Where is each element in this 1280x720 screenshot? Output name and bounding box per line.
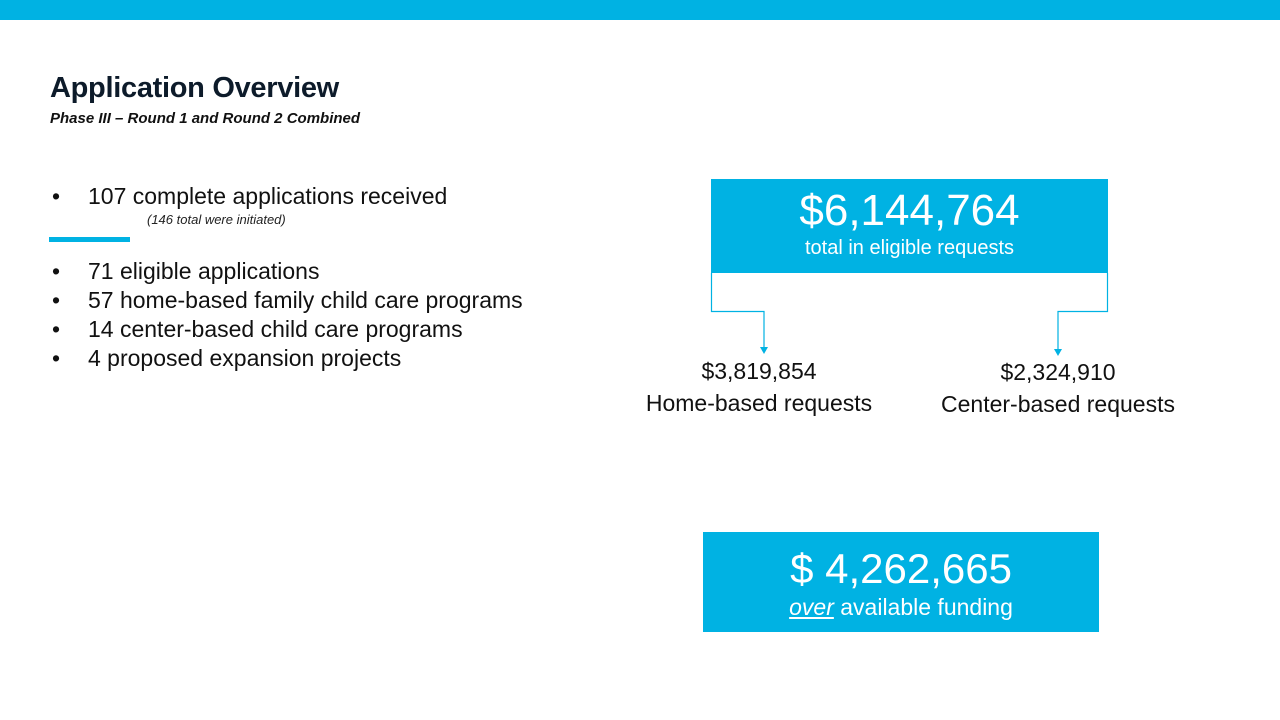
- over-amount: $ 4,262,665: [790, 545, 1012, 592]
- center-label: Center-based requests: [941, 391, 1175, 417]
- slide-subtitle: Phase III – Round 1 and Round 2 Combined: [50, 110, 361, 127]
- bullet-text: 4 proposed expansion projects: [88, 345, 402, 371]
- center-based-summary: $2,324,910 Center-based requests: [908, 356, 1208, 420]
- over-label: over available funding: [703, 594, 1099, 620]
- arrow-to-center: [1057, 273, 1109, 350]
- top-accent-bar: [0, 0, 1280, 20]
- bullet-text: 57 home-based family child care programs: [88, 287, 523, 313]
- bullet-item: • 14 center-based child care programs: [50, 315, 523, 344]
- bullet-text: 14 center-based child care programs: [88, 316, 463, 342]
- bullet-icon: •: [52, 316, 61, 342]
- center-amount: $2,324,910: [1000, 359, 1116, 385]
- over-emphasis: over: [789, 594, 834, 620]
- arrowhead-center: [1054, 349, 1062, 356]
- bullet-icon: •: [52, 345, 61, 371]
- home-label: Home-based requests: [645, 390, 873, 416]
- bullet-icon: •: [52, 183, 61, 209]
- bullet-icon: •: [52, 258, 61, 284]
- total-label: total in eligible requests: [804, 237, 1014, 259]
- arrowhead-home: [760, 347, 768, 354]
- bullet-item: • 57 home-based family child care program…: [50, 286, 523, 315]
- bullet-list-top: • 107 complete applications received: [50, 182, 447, 211]
- home-amount: $3,819,854: [701, 358, 817, 384]
- total-eligible-box: $6,144,764 total in eligible requests: [711, 179, 1108, 273]
- bullet-text: 71 eligible applications: [88, 258, 320, 284]
- bullet-list-bottom: • 71 eligible applications • 57 home-based…: [50, 257, 523, 373]
- arrow-to-home: [710, 273, 765, 348]
- over-label-rest: available funding: [833, 594, 1013, 620]
- over-funding-box: $ 4,262,665 over available funding: [703, 532, 1099, 632]
- initiated-note: (146 total were initiated): [147, 212, 286, 227]
- bullet-item: • 71 eligible applications: [50, 257, 523, 286]
- bullet-item: • 107 complete applications received: [50, 182, 447, 211]
- bullet-text: 107 complete applications received: [88, 183, 448, 209]
- total-amount: $6,144,764: [799, 186, 1020, 235]
- bullet-icon: •: [52, 287, 61, 313]
- bullet-item: • 4 proposed expansion projects: [50, 344, 523, 373]
- slide-title: Application Overview: [50, 72, 339, 104]
- home-based-summary: $3,819,854 Home-based requests: [609, 355, 909, 419]
- divider: [49, 237, 130, 242]
